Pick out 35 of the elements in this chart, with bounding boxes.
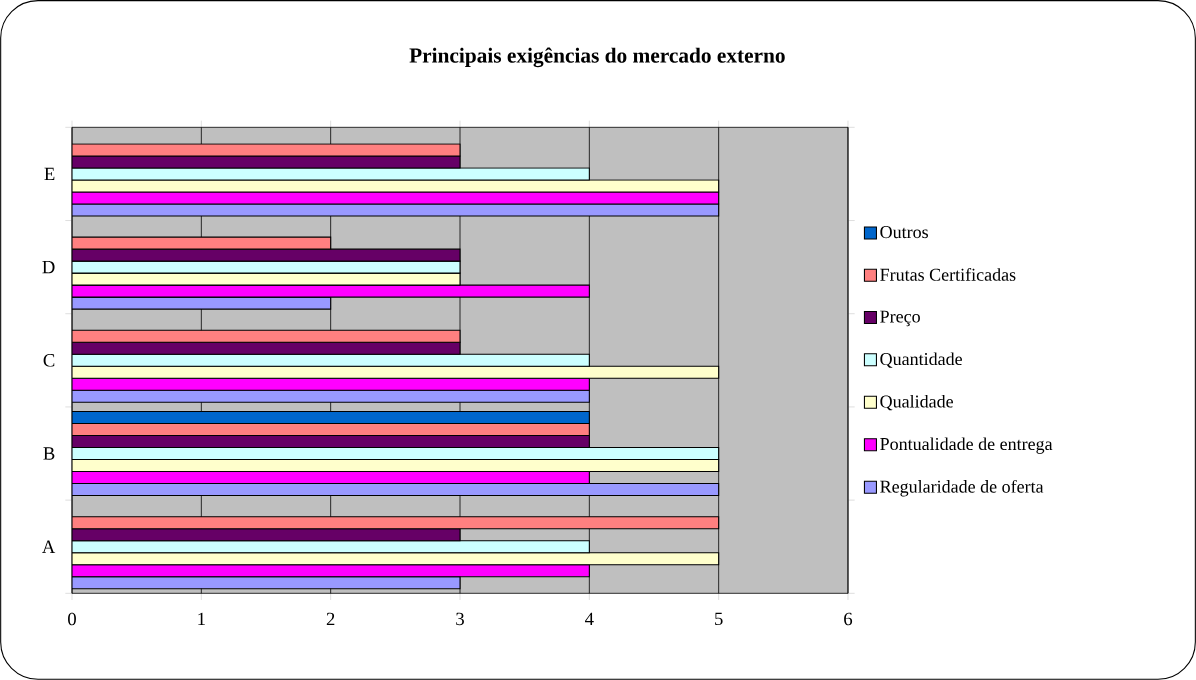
legend-label: Pontualidade de entrega: [880, 437, 1053, 454]
x-tick-label: 6: [844, 612, 853, 626]
bar: [72, 422, 590, 437]
bar: [72, 470, 590, 485]
bar: [72, 329, 461, 343]
bar: [72, 389, 590, 403]
bar: [72, 552, 720, 566]
bar: [72, 576, 461, 590]
bar: [72, 377, 590, 391]
legend-label: Regularidade de oferta: [880, 479, 1044, 497]
legend-label: Frutas Certificadas: [880, 267, 1016, 281]
x-tick-label: 4: [585, 612, 594, 625]
x-tick-label: 0: [68, 612, 76, 626]
y-tick-label: E: [44, 167, 55, 181]
y-tick-label: A: [42, 540, 56, 553]
bar: [72, 540, 590, 554]
x-tick-label: 5: [715, 612, 723, 626]
x-tick-label: 3: [456, 612, 464, 626]
x-tick-label: 2: [326, 612, 335, 626]
y-tick-label: B: [43, 447, 55, 460]
bar: [72, 353, 590, 367]
bar: [72, 446, 720, 461]
x-tick-label: 1: [198, 612, 205, 626]
bar: [72, 458, 720, 473]
bar: [72, 482, 720, 497]
bar: [72, 516, 720, 530]
legend-label: Outros: [880, 226, 928, 239]
legend-label: Quantidade: [880, 352, 962, 368]
chart-title: Principais exigências do mercado externo: [409, 47, 785, 68]
bar: [72, 365, 720, 379]
y-tick-label: D: [42, 260, 55, 274]
y-tick-label: C: [43, 354, 55, 367]
legend-label: Qualidade: [880, 394, 953, 411]
legend-label: Preço: [880, 310, 920, 327]
bar: [72, 564, 590, 578]
